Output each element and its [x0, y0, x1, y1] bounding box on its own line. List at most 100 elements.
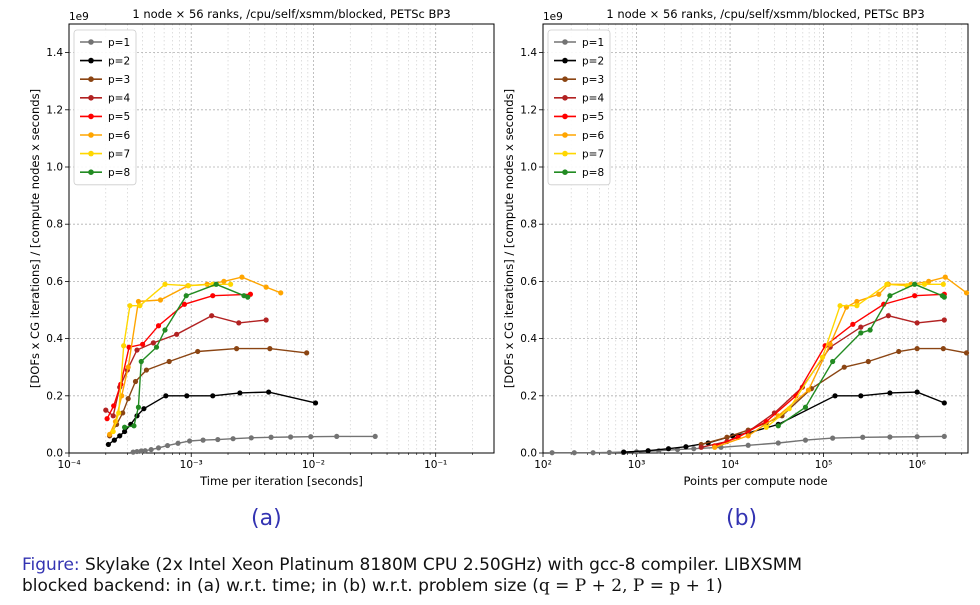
legend-marker	[562, 169, 568, 175]
data-point	[827, 341, 833, 347]
caption-math: q = P + 2, P = p + 1	[538, 576, 717, 596]
data-point	[184, 393, 190, 399]
y-tick-label: 1.0	[520, 162, 537, 174]
x-tick-label: 10⁴	[721, 459, 739, 471]
data-point	[308, 434, 314, 440]
data-point	[963, 290, 970, 296]
data-point	[837, 303, 843, 309]
legend-label: p=3	[108, 74, 130, 86]
data-point	[111, 437, 117, 443]
data-point	[117, 433, 123, 439]
x-tick-label: 10²	[534, 459, 552, 471]
data-point	[233, 346, 240, 352]
legend-label: p=6	[582, 130, 604, 142]
data-point	[819, 354, 826, 360]
data-point	[887, 390, 893, 396]
plot-frame	[542, 23, 969, 454]
data-point	[786, 406, 792, 412]
data-point	[858, 330, 864, 336]
data-point	[912, 293, 918, 299]
data-point	[185, 283, 192, 289]
data-point	[210, 393, 216, 399]
data-point	[941, 400, 947, 406]
data-point	[155, 323, 162, 329]
data-point	[105, 441, 111, 448]
data-point	[187, 438, 193, 444]
y-tick-label: 1.4	[520, 47, 537, 59]
legend-marker	[88, 76, 94, 82]
data-point	[884, 281, 890, 287]
series-line	[108, 276, 281, 435]
figure: 1 node × 56 ranks, /cpu/self/xsmm/blocke…	[28, 7, 970, 488]
data-point	[164, 442, 171, 449]
x-tick-label: 10⁻³	[180, 459, 203, 471]
legend-marker	[562, 57, 568, 64]
caption-line2-end: )	[716, 576, 723, 596]
data-point	[312, 400, 319, 406]
legend-marker	[88, 150, 94, 157]
data-point	[134, 448, 140, 455]
data-point	[865, 358, 871, 365]
caption-prefix: Figure:	[22, 555, 80, 575]
y-tick-label: 0.6	[46, 276, 63, 288]
legend-label: p=6	[108, 130, 130, 142]
data-point	[230, 436, 236, 442]
y-tick-label: 0.0	[46, 448, 63, 460]
y-tick-label: 0.2	[520, 390, 537, 402]
legend-marker	[88, 132, 94, 138]
chart-title: 1 node × 56 ranks, /cpu/self/xsmm/blocke…	[132, 7, 450, 21]
x-tick-label: 10³	[628, 459, 646, 471]
data-point	[138, 358, 144, 365]
legend-label: p=2	[108, 55, 130, 67]
legend-marker	[562, 132, 568, 138]
data-point	[195, 348, 201, 355]
data-point	[103, 407, 109, 413]
legend-marker	[88, 39, 94, 45]
series-line	[714, 293, 945, 447]
y-axis-label: [DOFs x CG iterations] / [compute nodes …	[502, 89, 516, 388]
data-point	[163, 393, 169, 399]
legend-box	[547, 29, 611, 186]
data-point	[215, 436, 221, 443]
data-point	[138, 448, 144, 454]
data-point	[157, 297, 164, 303]
y-offset-label: 1e9	[543, 11, 563, 23]
data-point	[571, 450, 577, 456]
series-p5	[712, 291, 947, 449]
caption-line1: Skylake (2x Intel Xeon Platinum 8180M CP…	[85, 555, 803, 575]
data-point	[914, 434, 920, 440]
series-p1	[130, 433, 378, 455]
data-point	[142, 448, 148, 454]
data-point	[127, 303, 133, 309]
data-point	[745, 433, 751, 439]
data-point	[121, 428, 128, 435]
series-p5	[104, 291, 254, 422]
data-point	[775, 423, 781, 429]
data-point	[135, 298, 142, 305]
y-offset-label: 1e9	[69, 11, 89, 23]
data-point	[830, 358, 836, 365]
series-line	[552, 435, 945, 454]
data-point	[858, 324, 864, 330]
data-point	[209, 313, 215, 319]
data-point	[830, 435, 836, 441]
series-line	[777, 283, 945, 427]
data-point	[304, 350, 310, 356]
data-point	[111, 403, 117, 409]
data-point	[850, 321, 856, 327]
data-point	[802, 404, 809, 410]
data-point	[941, 433, 947, 440]
data-point	[121, 424, 128, 430]
data-point	[132, 378, 139, 385]
legend-label: p=4	[108, 93, 130, 105]
series-p8	[121, 281, 251, 430]
data-point	[236, 320, 242, 326]
data-point	[691, 446, 697, 452]
x-axis-label: Points per compute node	[683, 474, 827, 488]
data-point	[941, 294, 947, 300]
data-point	[143, 367, 150, 373]
data-point	[121, 343, 127, 349]
data-point	[860, 434, 866, 440]
data-point	[854, 298, 860, 305]
legend-marker	[562, 95, 568, 101]
